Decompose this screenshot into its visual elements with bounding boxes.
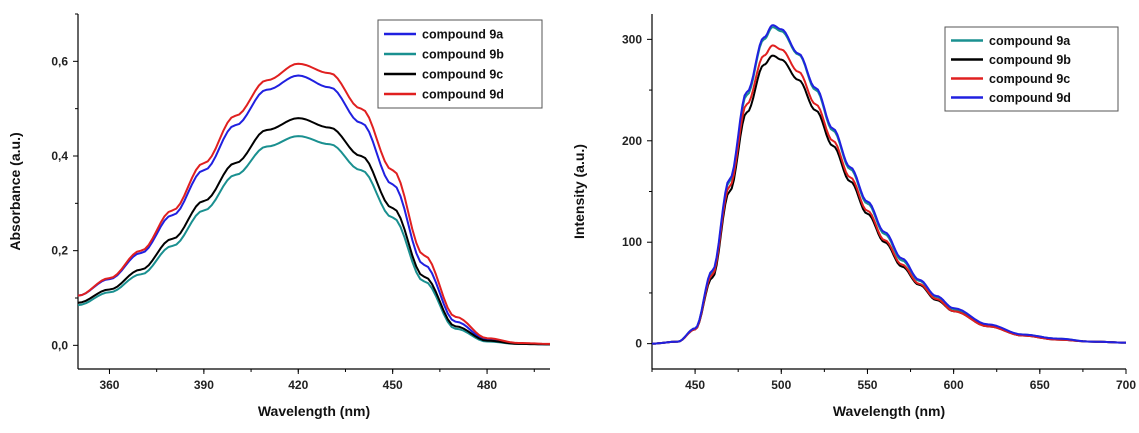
- chart-2-y-tick-label: 200: [622, 134, 642, 148]
- chart-2-series-4-line: [652, 24, 1126, 345]
- chart-2-x-tick-label: 650: [1030, 378, 1050, 392]
- chart-2-x-tick-label: 500: [771, 378, 791, 392]
- chart-1-x-tick-label: 420: [288, 378, 308, 392]
- chart-1-series-3-line: [77, 117, 550, 346]
- chart-2-y-axis-title: Intensity (a.u.): [571, 144, 587, 239]
- chart-2-x-axis-title: Wavelength (nm): [833, 403, 945, 419]
- chart-1-series-1-line: [77, 74, 550, 346]
- chart-1-series-4-line: [77, 62, 550, 345]
- chart-2-legend-label: compound 9d: [989, 91, 1071, 105]
- chart-2-series-3-line: [652, 44, 1126, 345]
- chart-2-y-tick-label: 300: [622, 32, 642, 46]
- chart-1-x-tick-label: 480: [477, 378, 497, 392]
- chart-1-y-tick-label: 0,6: [51, 54, 68, 68]
- chart-2-legend-label: compound 9a: [989, 34, 1071, 48]
- chart-1-x-axis-title: Wavelength (nm): [258, 403, 370, 419]
- chart-2-y-tick-label: 100: [622, 235, 642, 249]
- chart-1-y-tick-label: 0,2: [51, 244, 68, 258]
- chart-2-y-tick-label: 0: [635, 337, 642, 351]
- chart-2-legend-label: compound 9b: [989, 53, 1071, 67]
- chart-1-legend-label: compound 9b: [422, 48, 504, 62]
- chart-1-y-tick-label: 0,0: [51, 338, 68, 352]
- chart-1-series-2-line: [77, 135, 550, 346]
- chart-2-legend-label: compound 9c: [989, 72, 1070, 86]
- chart-2-x-tick-label: 450: [685, 378, 705, 392]
- chart-2-x-tick-label: 550: [857, 378, 877, 392]
- chart-1-legend-label: compound 9a: [422, 28, 504, 42]
- chart-1-y-axis-title: Absorbance (a.u.): [7, 132, 23, 250]
- chart-1-y-tick-label: 0,4: [51, 149, 68, 163]
- chart-1-x-tick-label: 360: [99, 378, 119, 392]
- chart-1-x-tick-label: 450: [383, 378, 403, 392]
- chart-1-legend-label: compound 9c: [422, 68, 503, 82]
- chart-1-x-tick-label: 390: [194, 378, 214, 392]
- chart-1-legend-label: compound 9d: [422, 88, 504, 102]
- chart-2-x-tick-label: 700: [1116, 378, 1136, 392]
- chart-2-x-tick-label: 600: [944, 378, 964, 392]
